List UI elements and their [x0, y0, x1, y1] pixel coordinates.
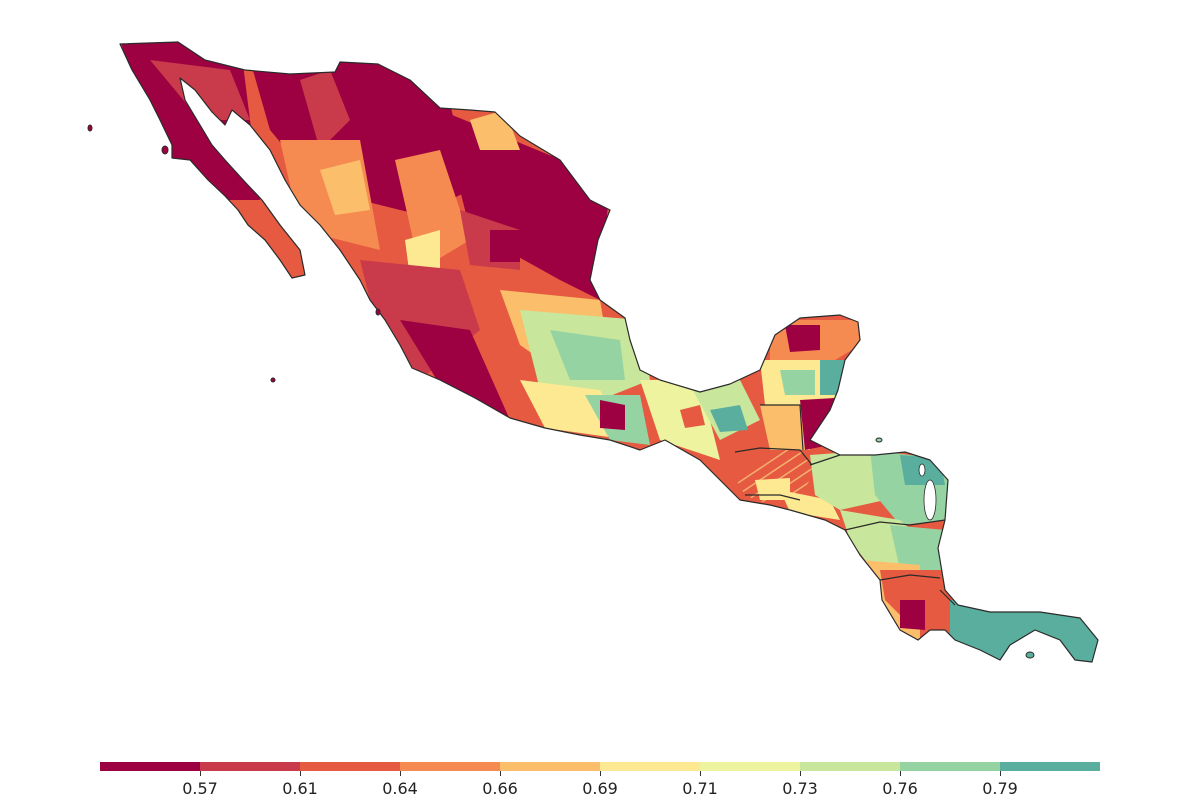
color-scale-tick-label: 0.64	[382, 779, 418, 798]
color-scale-tick-mark	[600, 771, 601, 776]
color-scale-swatch	[400, 762, 500, 771]
guatemala-salvador-hatching	[735, 448, 812, 502]
color-scale-tick-mark	[900, 771, 901, 776]
color-scale-tick-mark	[400, 771, 401, 776]
color-scale-tick-mark	[700, 771, 701, 776]
choropleth-map	[87, 41, 1099, 663]
color-scale-tick-label: 0.73	[782, 779, 818, 798]
color-scale-tick-label: 0.71	[682, 779, 718, 798]
color-scale-tick-label: 0.66	[482, 779, 518, 798]
color-scale-tick-label: 0.61	[282, 779, 318, 798]
color-scale-tick-label: 0.57	[182, 779, 218, 798]
color-scale-swatch	[200, 762, 300, 771]
color-scale-tick-label: 0.79	[982, 779, 1018, 798]
color-scale-swatch	[800, 762, 900, 771]
color-scale-tick-mark	[300, 771, 301, 776]
color-scale-bar	[100, 762, 1100, 771]
color-scale-tick-mark	[800, 771, 801, 776]
color-scale-swatch	[300, 762, 400, 771]
color-scale-tick-label: 0.69	[582, 779, 618, 798]
islands	[87, 124, 1035, 659]
color-scale-tick-mark	[200, 771, 201, 776]
color-scale-swatch	[500, 762, 600, 771]
color-scale-swatch	[900, 762, 1000, 771]
color-scale-tick-label: 0.76	[882, 779, 918, 798]
country-borders	[119, 41, 1099, 663]
color-scale-tick-mark	[500, 771, 501, 776]
color-scale-swatch	[100, 762, 200, 771]
color-scale-ticks: 0.57 0.61 0.64 0.66 0.69 0.71 0.73 0.76 0.79	[100, 771, 1100, 800]
lakes	[918, 463, 937, 521]
color-scale-swatch	[600, 762, 700, 771]
color-scale-swatch	[1000, 762, 1100, 771]
color-scale-tick-mark	[1000, 771, 1001, 776]
color-scale-swatch	[700, 762, 800, 771]
